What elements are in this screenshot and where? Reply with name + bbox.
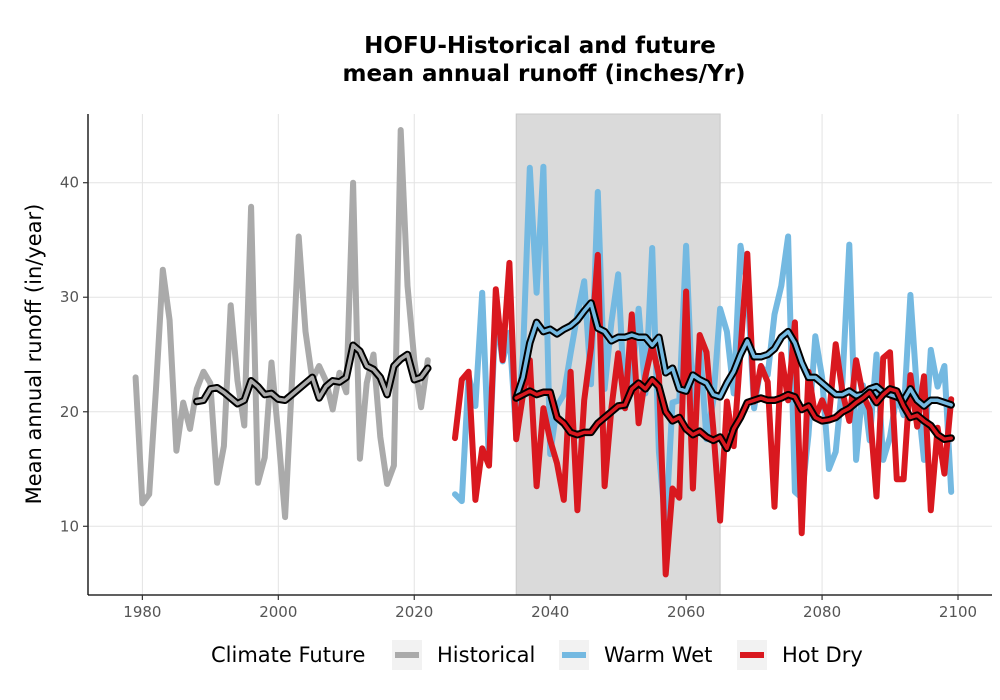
- legend-label-historical: Historical: [437, 643, 535, 667]
- x-tick-label-1980: 1980: [123, 603, 161, 621]
- legend: Climate Future Historical Warm Wet Hot D…: [211, 640, 863, 670]
- x-tick-label-2100: 2100: [939, 603, 977, 621]
- y-tick-label-40: 40: [60, 174, 79, 192]
- legend-label-hot-dry: Hot Dry: [782, 643, 863, 667]
- legend-label-warm-wet: Warm Wet: [604, 643, 712, 667]
- y-tick-label-10: 10: [60, 517, 79, 535]
- series-layer: [132, 127, 955, 578]
- series-line-historical-smoothed: [195, 343, 430, 406]
- x-tick-label-2080: 2080: [803, 603, 841, 621]
- x-tick-label-2000: 2000: [259, 603, 297, 621]
- series-line-warm-wet-smoothed: [514, 301, 953, 408]
- chart-title-line1: HOFU-Historical and future: [364, 33, 716, 59]
- y-tick-labels: 10 20 30 40: [60, 174, 88, 535]
- y-tick-label-30: 30: [60, 288, 79, 306]
- x-tick-label-2020: 2020: [395, 603, 433, 621]
- series-line-hot-dry: [452, 250, 955, 578]
- plot-area: 1980 2000 2020 2040 2060 2080 2100 10 20 30 40: [60, 113, 992, 621]
- series-line-hot-dry-smoothed: [514, 377, 953, 451]
- x-tick-labels: 1980 2000 2020 2040 2060 2080 2100: [123, 595, 977, 621]
- y-tick-label-20: 20: [60, 403, 79, 421]
- x-tick-label-2060: 2060: [667, 603, 705, 621]
- legend-title: Climate Future: [211, 643, 365, 667]
- x-tick-label-2040: 2040: [531, 603, 569, 621]
- series-line-historical: [132, 127, 431, 521]
- y-axis-label: Mean annual runoff (in/year): [22, 204, 46, 505]
- chart-title-line2: mean annual runoff (inches/Yr): [342, 61, 745, 87]
